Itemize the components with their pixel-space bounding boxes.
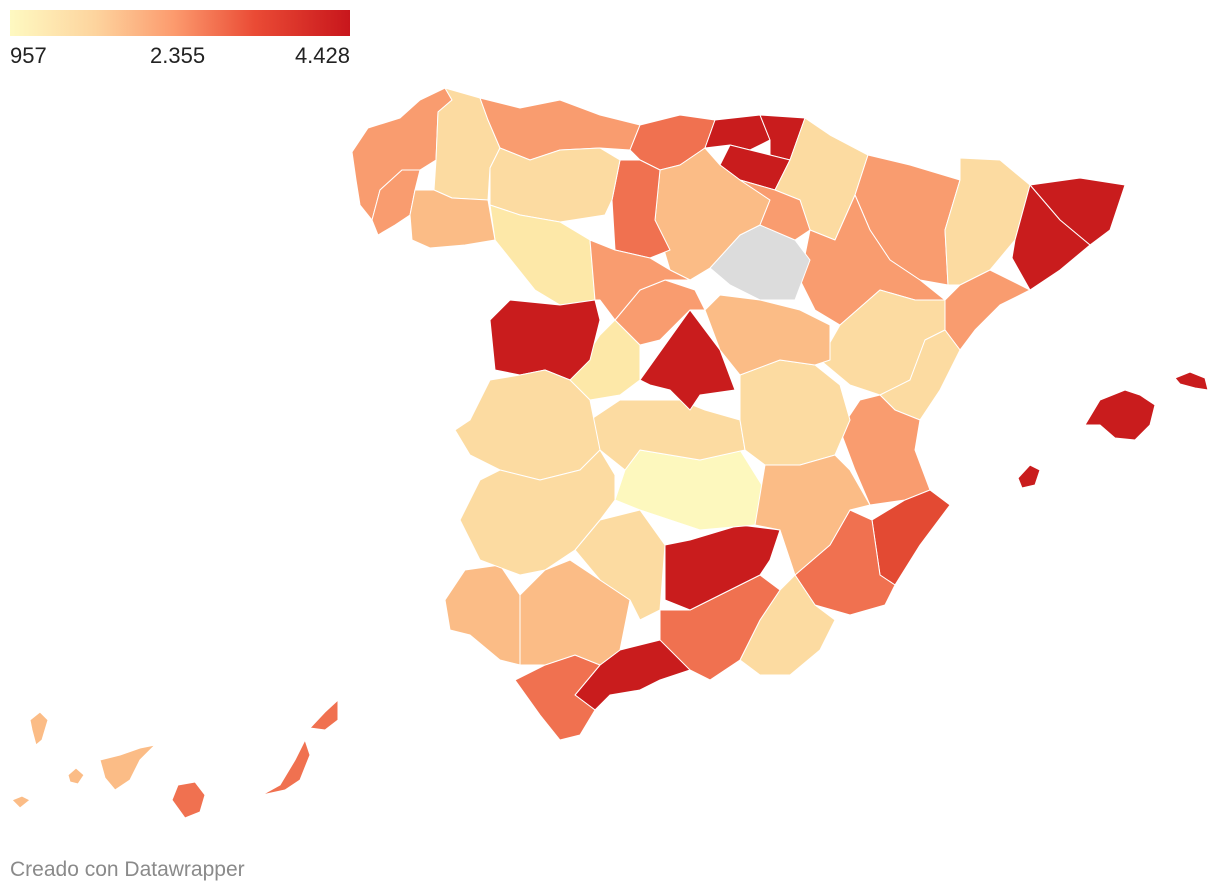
region-ourense[interactable]: [409, 189, 496, 249]
region-guadalajara[interactable]: [704, 294, 831, 376]
legend-max-label: 4.428: [294, 43, 350, 68]
region-alicante[interactable]: [871, 489, 951, 586]
legend-min-label: 957: [10, 43, 47, 68]
region-asturias[interactable]: [479, 97, 641, 161]
region-ja-n[interactable]: [664, 524, 781, 611]
region-albacete[interactable]: [754, 454, 871, 576]
region-lleida[interactable]: [944, 157, 1031, 286]
region-fuerteventura[interactable]: [261, 739, 311, 796]
region-bizkaia[interactable]: [704, 114, 771, 151]
legend-gradient-bar: [10, 10, 350, 36]
legend-mid-label: 2.355: [150, 43, 206, 68]
region-la-rioja[interactable]: [739, 179, 811, 241]
region-huelva[interactable]: [444, 564, 521, 666]
region-valladolid[interactable]: [589, 239, 691, 321]
region-ibiza[interactable]: [1017, 464, 1041, 489]
region-badajoz[interactable]: [459, 449, 616, 576]
region-tenerife[interactable]: [99, 744, 156, 791]
region-zamora[interactable]: [489, 204, 596, 306]
region-c-rdoba[interactable]: [574, 509, 666, 621]
region-la-palma[interactable]: [29, 711, 49, 746]
region-cuenca[interactable]: [739, 359, 851, 466]
region-palencia[interactable]: [611, 159, 671, 259]
region--vila[interactable]: [569, 319, 641, 401]
region-la-gomera[interactable]: [67, 767, 85, 785]
region-le-n[interactable]: [489, 147, 621, 223]
region-mallorca[interactable]: [1084, 389, 1156, 441]
region-menorca[interactable]: [1174, 371, 1209, 391]
region-lanzarote[interactable]: [309, 699, 339, 731]
datawrapper-credit: Creado con Datawrapper: [10, 858, 245, 881]
region-gran-canaria[interactable]: [171, 781, 206, 819]
region-salamanca[interactable]: [489, 299, 601, 381]
region-barcelona[interactable]: [1011, 184, 1091, 291]
region-sevilla[interactable]: [519, 559, 631, 666]
region-madrid[interactable]: [639, 309, 736, 411]
color-legend: 957 2.355 4.428: [10, 10, 350, 71]
region-el-hierro[interactable]: [11, 795, 31, 809]
